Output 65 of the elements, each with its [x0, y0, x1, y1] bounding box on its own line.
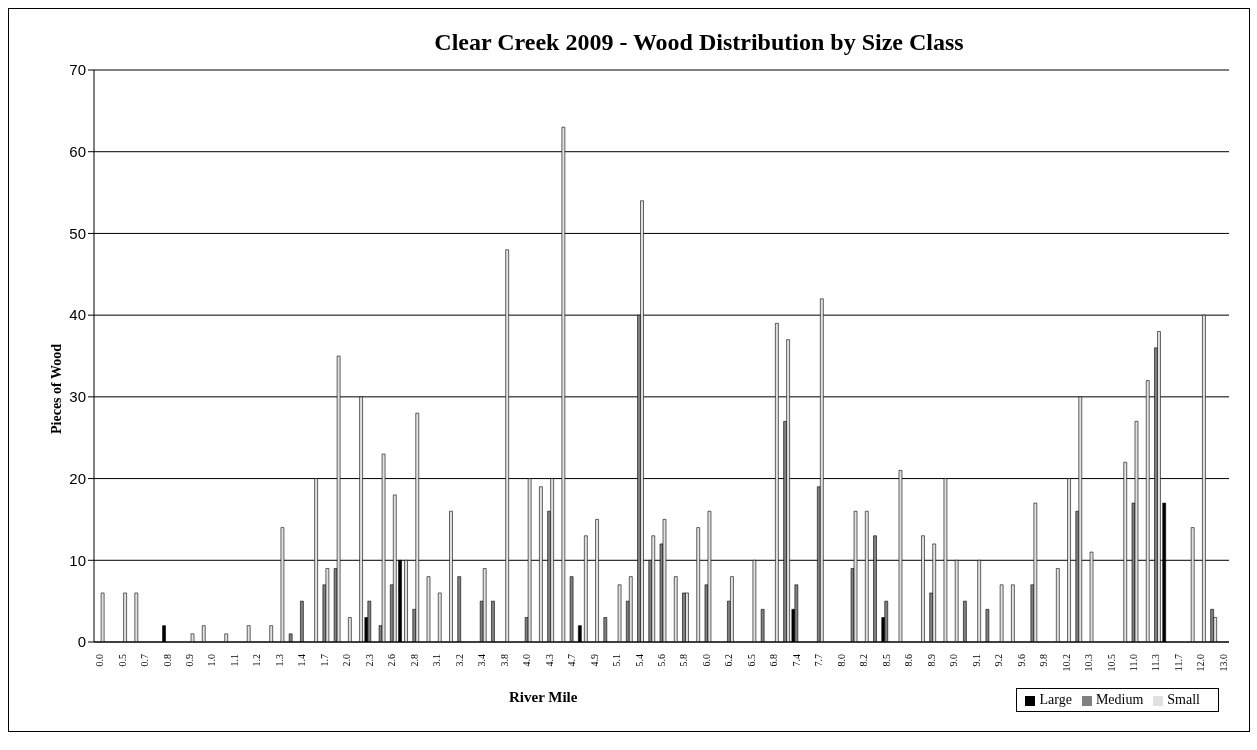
x-tick-label: 0.5 [116, 654, 128, 667]
x-tick-label: 0.8 [161, 654, 173, 667]
x-tick-label: 9.1 [970, 654, 982, 667]
legend-label: Small [1167, 692, 1200, 707]
x-tick-label: 2.3 [363, 654, 375, 667]
y-tick-label: 50 [69, 224, 86, 242]
x-tick-label: 1.3 [273, 654, 285, 667]
y-tick-label: 40 [69, 306, 86, 324]
x-tick-label: 1.7 [318, 654, 330, 667]
x-tick-label: 2.8 [408, 654, 420, 667]
x-tick-label: 11.3 [1150, 654, 1162, 672]
x-tick-label: 1.4 [296, 654, 308, 667]
x-tick-label: 10.2 [1060, 654, 1072, 672]
x-axis-title: River Mile [509, 689, 578, 706]
x-tick-label: 6.5 [745, 654, 757, 667]
x-tick-label: 0.9 [184, 654, 196, 667]
x-tick-label: 3.2 [453, 654, 465, 667]
x-tick-label: 8.9 [925, 654, 937, 667]
x-tick-label: 0.7 [139, 654, 151, 667]
x-tick-label: 8.2 [858, 654, 870, 667]
x-tick-label: 8.5 [880, 654, 892, 667]
y-tick-label: 30 [69, 388, 86, 406]
x-tick-label: 5.4 [633, 654, 645, 667]
x-tick-label: 9.6 [1015, 654, 1027, 667]
x-tick-label: 5.1 [611, 654, 623, 667]
x-tick-label: 0.0 [94, 654, 106, 667]
y-tick-label: 20 [69, 469, 86, 487]
x-tick-label: 2.6 [386, 654, 398, 667]
x-tick-label: 1.2 [251, 654, 263, 667]
y-axis-title: Pieces of Wood [49, 344, 65, 434]
x-tick-label: 4.3 [543, 654, 555, 667]
x-tick-label: 8.6 [903, 654, 915, 667]
x-tick-label: 7.7 [813, 654, 825, 667]
y-tick-label: 60 [69, 143, 86, 161]
x-tick-label: 3.8 [498, 654, 510, 667]
x-tick-label: 4.9 [588, 654, 600, 667]
x-tick-label: 4.7 [566, 654, 578, 667]
x-tick-label: 10.5 [1105, 654, 1117, 672]
x-tick-label: 13.0 [1217, 654, 1229, 672]
chart-title: Clear Creek 2009 - Wood Distribution by Size Class [433, 28, 965, 56]
y-tick-label: 0 [77, 633, 86, 651]
y-tick-label: 70 [69, 61, 86, 79]
x-tick-label: 11.0 [1127, 654, 1139, 672]
x-tick-label: 4.0 [521, 654, 533, 667]
legend-label: Medium [1095, 692, 1144, 707]
x-tick-label: 2.0 [341, 654, 353, 667]
x-tick-label: 9.8 [1038, 654, 1050, 667]
x-tick-label: 6.2 [723, 654, 735, 667]
x-tick-label: 3.4 [476, 654, 488, 667]
x-tick-label: 1.0 [206, 654, 218, 667]
x-tick-label: 7.4 [790, 654, 802, 667]
x-tick-label: 3.1 [431, 654, 443, 667]
x-tick-label: 5.6 [656, 654, 667, 667]
x-tick-label: 10.3 [1083, 654, 1095, 672]
legend-label: Large [1039, 692, 1072, 707]
y-tick-label: 10 [69, 551, 86, 569]
x-tick-label: 6.0 [700, 654, 712, 667]
x-tick-label: 9.2 [993, 654, 1005, 667]
x-tick-label: 11.7 [1172, 654, 1184, 672]
x-tick-label: 5.8 [678, 654, 690, 667]
x-tick-label: 1.1 [228, 654, 240, 667]
x-tick-label: 8.0 [835, 654, 847, 667]
x-tick-label: 12.0 [1195, 654, 1207, 672]
x-tick-label: 6.8 [768, 654, 780, 667]
x-tick-label: 9.0 [948, 654, 960, 667]
